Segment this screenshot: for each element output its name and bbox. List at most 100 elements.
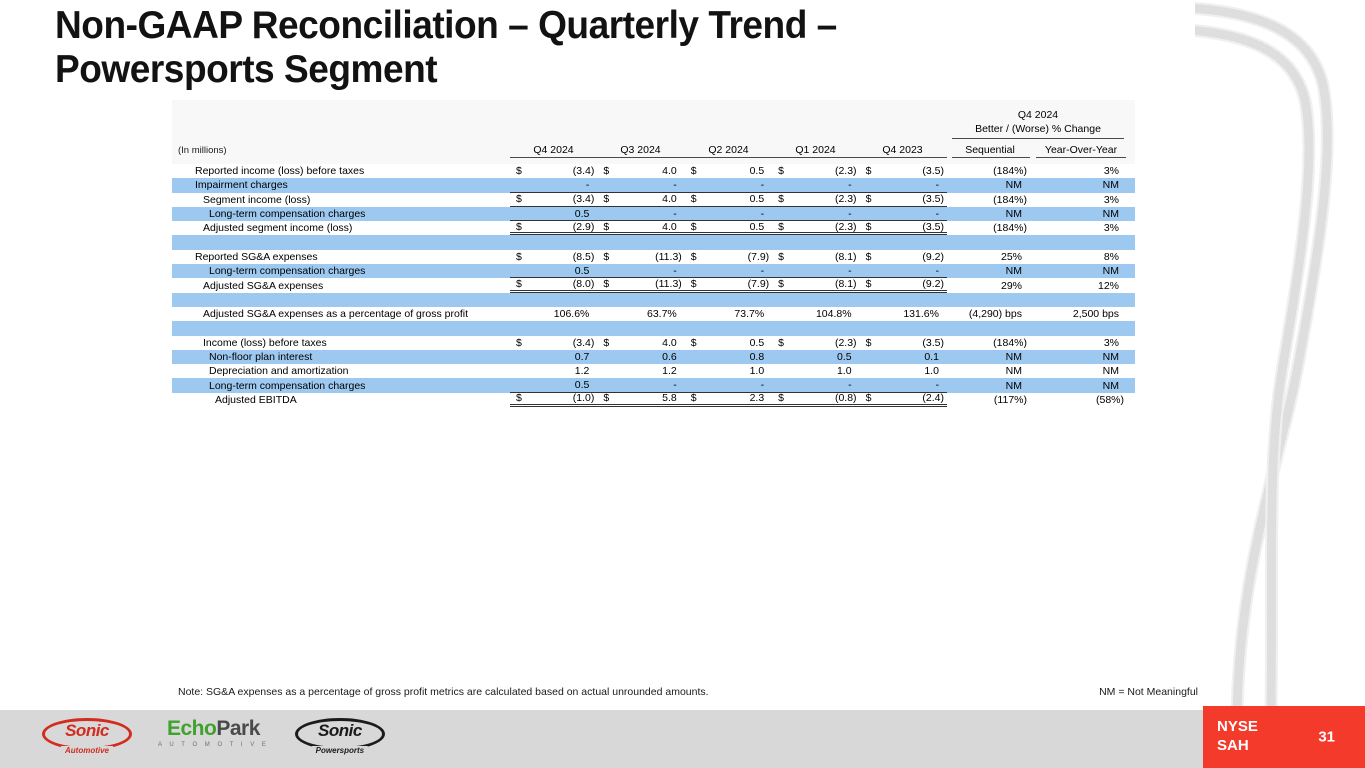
yoy-change-cell: 8%: [1103, 250, 1119, 263]
cell-value: 1.2: [662, 365, 677, 378]
sonic-automotive-subtext: Automotive: [61, 746, 113, 755]
currency-symbol: [603, 265, 616, 277]
sequential-header-underline: [952, 157, 1030, 158]
cell-value: -: [848, 178, 852, 191]
currency-symbol: $: [865, 336, 872, 349]
cell-value: -: [760, 379, 765, 392]
cell-value: 1.0: [836, 365, 852, 378]
currency-symbol: $: [778, 278, 785, 291]
sequential-change-cell: NM: [1005, 208, 1022, 221]
cell-value: 4.0: [662, 220, 677, 233]
cell-value: (11.3): [655, 278, 682, 291]
currency-symbol: $: [516, 165, 522, 178]
table-row: Segment income (loss) $ (3.4) $4.0 $0.5 $ (2.3…: [172, 193, 1135, 207]
sonic-automotive-wordmark: Sonic: [65, 721, 109, 740]
value-cell: -: [772, 265, 859, 277]
currency-symbol: $: [778, 250, 785, 263]
cell-value: (3.5): [922, 165, 944, 178]
cell-value: 1.2: [574, 365, 590, 378]
currency-symbol: $: [690, 165, 697, 178]
sequential-change-cell: 25%: [1000, 250, 1022, 263]
row-label: Depreciation and amortization: [209, 365, 349, 378]
ticker-text: NYSE SAH: [1217, 717, 1258, 755]
row-label: Long-term compensation charges: [209, 208, 366, 221]
row-label: Income (loss) before taxes: [203, 336, 327, 349]
sequential-change-cell: 29%: [1000, 279, 1022, 292]
currency-symbol: $: [690, 392, 697, 405]
currency-symbol: $: [603, 250, 610, 263]
value-cell: $4.0: [597, 221, 684, 233]
cell-value: (2.3): [834, 336, 857, 349]
cell-value: -: [848, 379, 852, 392]
value-cell: -: [860, 179, 947, 191]
echopark-wordmark: EchoPark: [158, 717, 269, 741]
table-row: Non-floor plan interest 0.7 0.6 0.8 0.5 0.1 NM…: [172, 349, 1135, 365]
cell-value: 0.5: [749, 336, 765, 349]
currency-symbol: $: [865, 250, 872, 263]
currency-symbol: $: [603, 278, 610, 291]
value-cell: -: [860, 379, 947, 391]
value-cell: $4.0: [597, 337, 684, 349]
cell-value: (3.5): [922, 336, 944, 349]
cell-value: (8.5): [572, 250, 595, 263]
currency-symbol: [778, 208, 791, 220]
row-label: Adjusted SG&A expenses as a percentage o…: [203, 308, 468, 321]
yoy-change-cell: (58%): [1095, 393, 1124, 406]
value-cell: $ (3.5): [860, 193, 947, 205]
currency-symbol: [866, 308, 879, 320]
cell-value: (0.8): [834, 392, 857, 405]
row-values: [510, 235, 947, 249]
currency-symbol: [603, 365, 616, 377]
cell-value: 0.5: [836, 351, 852, 363]
value-cell: -: [860, 208, 947, 220]
value-cell: 73.7%: [685, 308, 772, 320]
currency-symbol: $: [778, 220, 785, 233]
value-cell: 0.8: [685, 351, 772, 363]
cell-value: 106.6%: [553, 308, 590, 321]
value-cell: $ (3.5): [860, 337, 947, 349]
sonic-automotive-logo: Sonic Automotive: [42, 718, 132, 755]
currency-symbol: $: [516, 278, 522, 291]
cell-value: 0.8: [749, 351, 765, 363]
quarter-header-underline: [510, 157, 947, 158]
cell-value: -: [848, 264, 852, 277]
currency-symbol: [516, 351, 529, 363]
value-cell: $ (3.5): [860, 165, 947, 177]
currency-symbol: $: [516, 336, 522, 349]
value-cell: -: [597, 265, 684, 277]
value-cell: 104.8%: [772, 308, 859, 320]
value-cell: $ (11.3): [597, 251, 684, 263]
yoy-change-cell: NM: [1102, 379, 1119, 392]
cell-value: (3.4): [572, 336, 595, 349]
table-row: Depreciation and amortization 1.2 1.2 1.0 1.…: [172, 364, 1135, 378]
value-cell: $ (2.3): [772, 337, 859, 349]
table-row: Adjusted SG&A expenses $ (8.0) $ (11.3) $ (7.9…: [172, 278, 1135, 293]
value-cell: 0.5: [510, 379, 597, 391]
row-values: -----: [510, 178, 947, 193]
currency-symbol: $: [865, 165, 872, 178]
row-values: [510, 293, 947, 307]
sequential-change-cell: NM: [1005, 179, 1022, 192]
value-cell: 63.7%: [597, 308, 684, 320]
yoy-change-cell: NM: [1102, 179, 1119, 192]
table-row: Adjusted segment income (loss) $ (2.9) $4.0…: [172, 220, 1135, 236]
value-cell: $ (11.3): [597, 278, 684, 290]
cell-value: (9.2): [922, 250, 944, 263]
column-header-year-over-year: Year-Over-Year: [1044, 144, 1118, 156]
cell-value: (3.5): [922, 193, 944, 206]
cell-value: -: [585, 178, 590, 191]
logo-strip: Sonic Automotive EchoPark A U T O M O T …: [42, 717, 385, 755]
currency-symbol: [866, 265, 879, 277]
value-cell: 1.0: [685, 365, 772, 377]
cell-value: 0.1: [924, 351, 939, 363]
footnote: Note: SG&A expenses as a percentage of g…: [178, 686, 709, 698]
value-cell: $4.0: [597, 165, 684, 177]
currency-symbol: [866, 351, 879, 363]
slide-title-line1: Non-GAAP Reconciliation – Quarterly Tren…: [55, 4, 837, 47]
yoy-change-cell: 3%: [1103, 336, 1119, 349]
row-values: $ (8.5) $ (11.3) $ (7.9) $ (8.1) $ (9.2): [510, 250, 947, 264]
currency-symbol: [516, 179, 529, 191]
table-row: Adjusted EBITDA $ (1.0) $5.8 $2.3 $ (0.8) $ (2.4…: [172, 392, 1135, 408]
row-label: Adjusted SG&A expenses: [203, 279, 324, 292]
currency-symbol: [603, 379, 616, 391]
